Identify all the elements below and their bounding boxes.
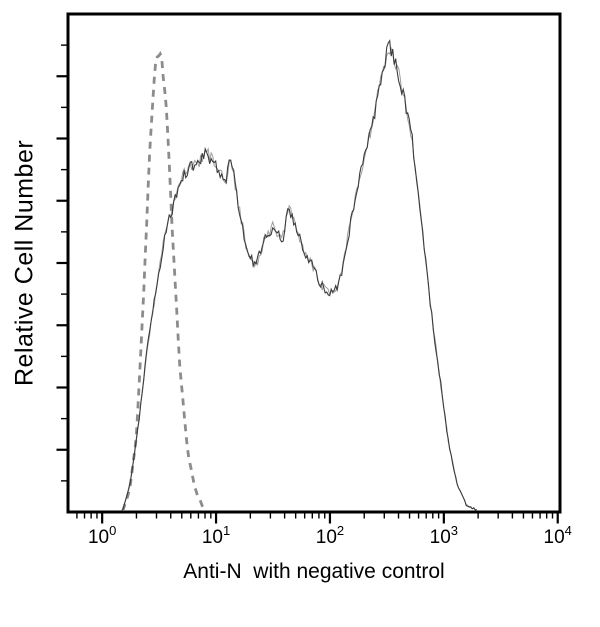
x-axis-label: Anti-N with negative control: [183, 560, 445, 583]
x-tick-label: 101: [202, 523, 230, 548]
series-anti-N-fuzz: [122, 46, 477, 511]
x-tick-label: 104: [544, 523, 572, 548]
plot-frame: [66, 12, 562, 514]
x-tick-label: 102: [316, 523, 344, 548]
x-tick-label: 103: [430, 523, 458, 548]
x-tick-label: 100: [88, 523, 116, 548]
series-anti-N-curve: [122, 39, 477, 511]
series-negative-control-curve: [121, 50, 205, 512]
